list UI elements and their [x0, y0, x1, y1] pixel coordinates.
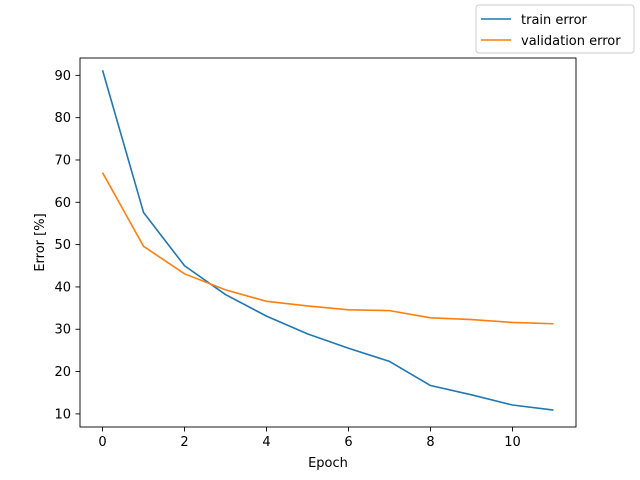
legend-label-train-error: train error: [521, 13, 588, 28]
legend: train error validation error: [475, 4, 635, 54]
x-tick-label: 2: [180, 435, 188, 450]
series-lines: [101, 70, 554, 411]
y-tick-label: 30: [54, 323, 71, 338]
y-tick-label: 80: [54, 111, 71, 126]
y-axis-ticks: 10 20 30 40 50 60 70 80 90: [54, 69, 80, 422]
y-tick-label: 10: [54, 407, 71, 422]
y-tick-label: 60: [54, 196, 71, 211]
x-tick-label: 8: [426, 435, 434, 450]
legend-label-validation-error: validation error: [521, 34, 621, 49]
x-tick-label: 0: [98, 435, 106, 450]
legend-box: [475, 4, 635, 54]
x-tick-label: 4: [262, 435, 270, 450]
x-axis-ticks: 0 2 4 6 8 10: [98, 427, 521, 450]
x-tick-label: 10: [504, 435, 521, 450]
y-axis-label: Error [%]: [33, 213, 48, 271]
y-tick-label: 20: [54, 365, 71, 380]
series-line-validation-error: [101, 172, 554, 325]
y-tick-label: 40: [54, 280, 71, 295]
y-tick-label: 70: [54, 153, 71, 168]
series-line-train-error: [101, 70, 554, 411]
y-tick-label: 50: [54, 238, 71, 253]
plot-frame: [79, 57, 577, 428]
y-tick-label: 90: [54, 69, 71, 84]
x-tick-label: 6: [344, 435, 352, 450]
x-axis-label: Epoch: [308, 456, 348, 471]
